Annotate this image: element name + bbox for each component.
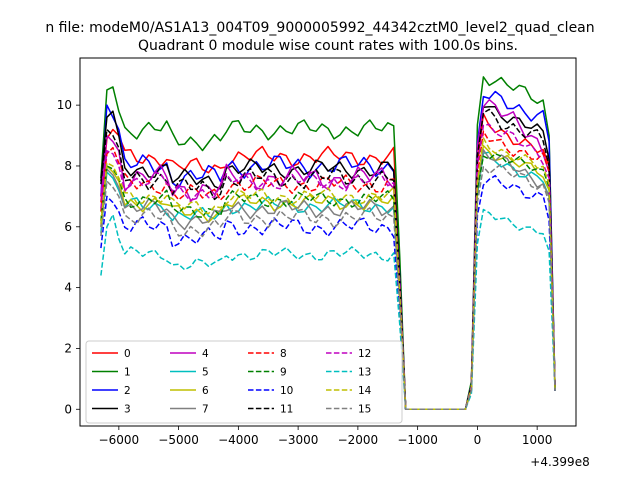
series-line-12 [100,123,556,411]
legend-label-11: 11 [280,404,293,416]
x-offset-label: +4.399e8 [530,455,589,469]
figure-suptitle: n file: modeM0/AS1A13_004T09_9000005992_… [45,20,594,36]
series-line-9 [100,153,556,411]
x-tick-label: −4000 [218,433,259,447]
y-tick-label: 8 [64,159,72,173]
legend-label-5: 5 [202,367,209,379]
x-tick-label: −2000 [338,433,379,447]
x-tick-label: 1000 [522,433,553,447]
series-line-1 [100,76,556,411]
series-line-10 [100,174,556,411]
legend-label-7: 7 [202,404,209,416]
legend-label-9: 9 [280,367,287,379]
y-tick-label: 10 [57,98,72,112]
y-axis: 0 2 4 6 8 10 [57,98,80,416]
series-line-13 [100,208,556,411]
legend-label-8: 8 [280,348,287,360]
x-tick-label: −3000 [278,433,319,447]
series-line-14 [100,137,556,411]
legend-label-1: 1 [124,367,131,379]
legend-label-0: 0 [124,348,131,360]
x-tick-label: −6000 [99,433,140,447]
x-tick-label: −5000 [158,433,199,447]
x-tick-label: −1000 [397,433,438,447]
y-tick-label: 4 [64,281,72,295]
x-axis: −6000 −5000 −4000 −3000 −2000 −1000 0 1000 [99,426,553,447]
legend-label-13: 13 [358,367,371,379]
y-tick-label: 0 [64,402,72,416]
series-line-11 [100,108,556,411]
series-line-15 [100,163,556,411]
y-tick-label: 6 [64,220,72,234]
legend-box [85,340,403,424]
legend-label-14: 14 [358,385,372,397]
legend-label-3: 3 [124,404,131,416]
plot-area: −6000 −5000 −4000 −3000 −2000 −1000 0 1000 0 2 4 6… [57,57,577,447]
series-layer [100,76,556,411]
legend-label-15: 15 [358,404,371,416]
y-tick-label: 2 [64,341,72,355]
series-line-4 [100,98,556,411]
axes-frame [79,57,577,427]
x-tick-label: 0 [474,433,482,447]
legend-label-6: 6 [202,385,209,397]
chart-title: Quadrant 0 module wise count rates with … [138,38,518,54]
legend-label-12: 12 [358,348,371,360]
series-line-0 [100,112,556,411]
legend-label-2: 2 [124,385,131,397]
legend-label-10: 10 [280,385,293,397]
legend-label-4: 4 [202,348,209,360]
